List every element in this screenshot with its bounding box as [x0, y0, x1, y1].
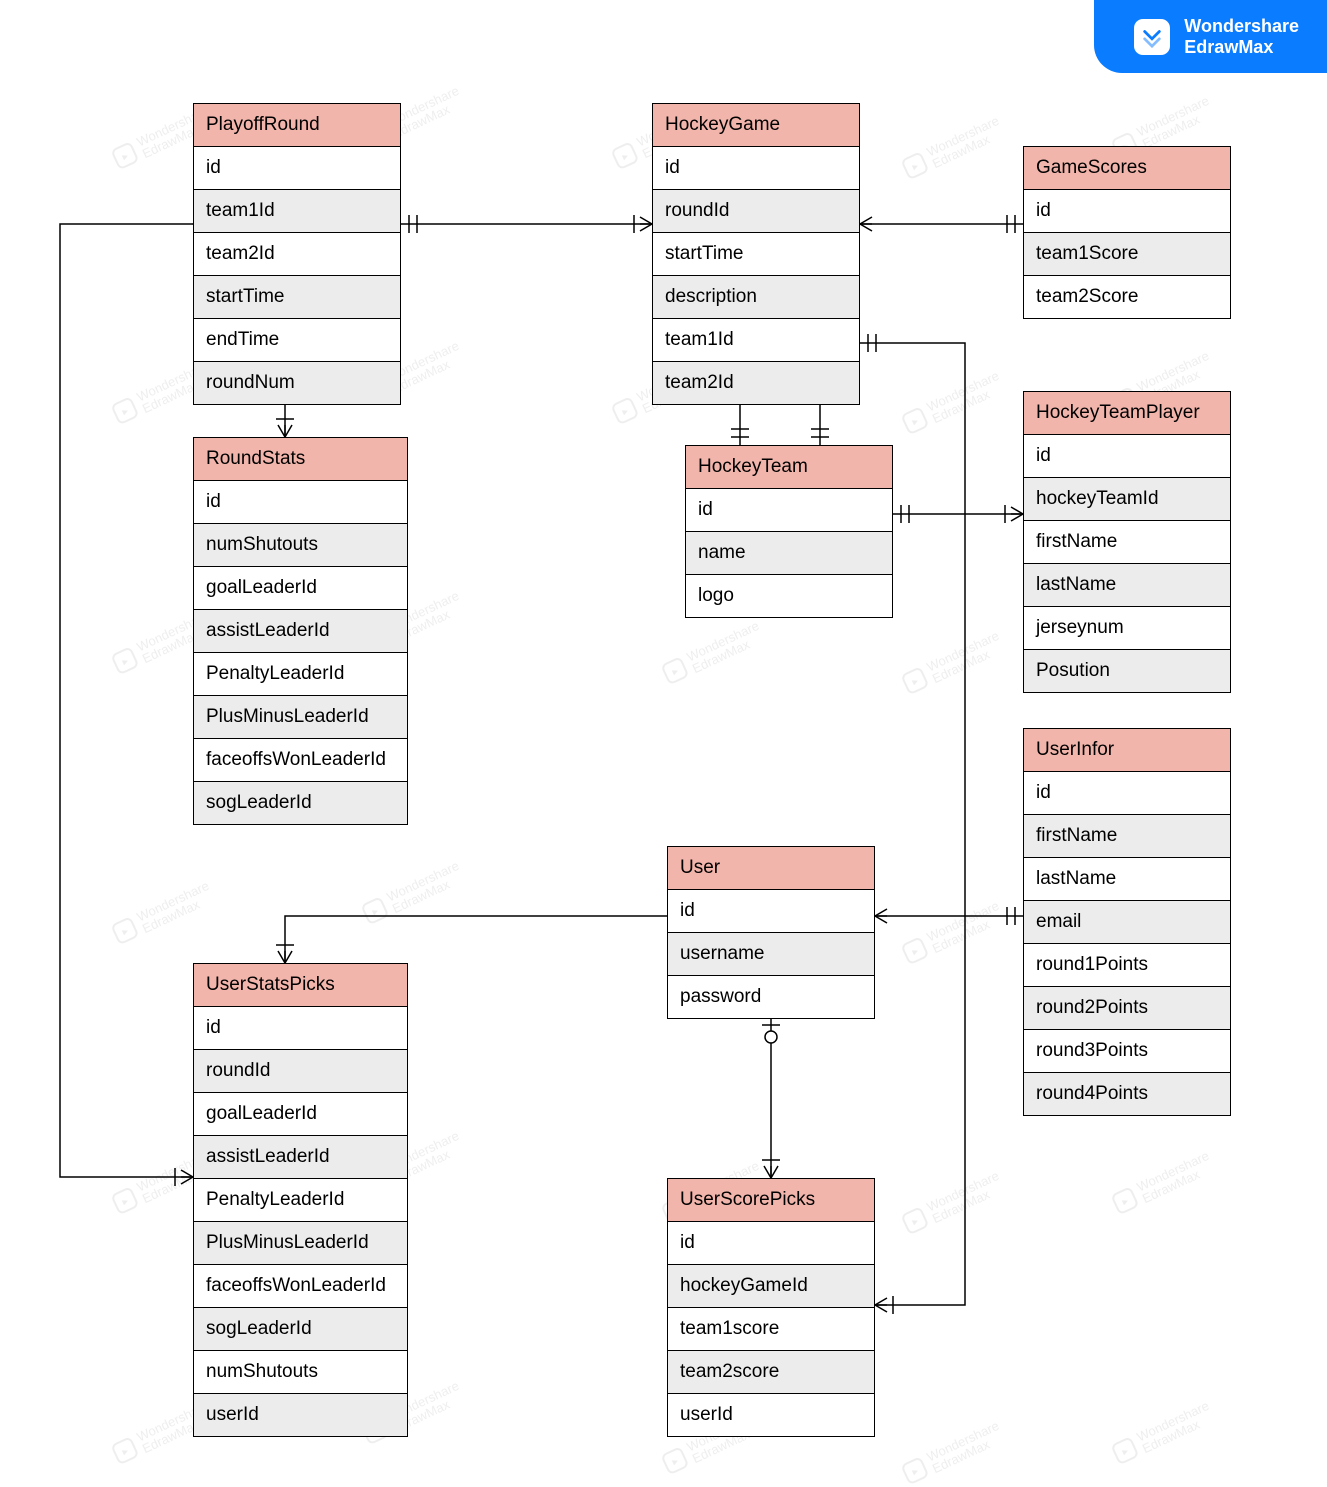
entity-hockeyGame: HockeyGameidroundIdstartTimedescriptiont…	[652, 103, 860, 405]
entity-attribute: startTime	[194, 276, 400, 319]
entity-attribute: hockeyGameId	[668, 1265, 874, 1308]
brand-text: Wondershare EdrawMax	[1184, 16, 1299, 57]
entity-attribute: logo	[686, 575, 892, 617]
entity-roundStats: RoundStatsidnumShutoutsgoalLeaderIdassis…	[193, 437, 408, 825]
entity-title: UserScorePicks	[668, 1179, 874, 1222]
entity-title: UserStatsPicks	[194, 964, 407, 1007]
entity-attribute: roundId	[194, 1050, 407, 1093]
entity-attribute: id	[668, 1222, 874, 1265]
entity-attribute: id	[1024, 435, 1230, 478]
entity-attribute: id	[1024, 772, 1230, 815]
entity-hockeyTeam: HockeyTeamidnamelogo	[685, 445, 893, 618]
entity-attribute: goalLeaderId	[194, 567, 407, 610]
entity-title: GameScores	[1024, 147, 1230, 190]
entity-attribute: roundNum	[194, 362, 400, 404]
entity-attribute: hockeyTeamId	[1024, 478, 1230, 521]
entity-attribute: team2Score	[1024, 276, 1230, 318]
entity-attribute: assistLeaderId	[194, 1136, 407, 1179]
entity-attribute: lastName	[1024, 564, 1230, 607]
entity-attribute: team1Score	[1024, 233, 1230, 276]
entity-attribute: PenaltyLeaderId	[194, 653, 407, 696]
entity-title: User	[668, 847, 874, 890]
entity-title: PlayoffRound	[194, 104, 400, 147]
entity-attribute: firstName	[1024, 815, 1230, 858]
er-diagram: PlayoffRoundidteam1Idteam2IdstartTimeend…	[0, 0, 1327, 1487]
entity-attribute: round4Points	[1024, 1073, 1230, 1115]
entity-attribute: jerseynum	[1024, 607, 1230, 650]
entity-attribute: startTime	[653, 233, 859, 276]
entity-attribute: numShutouts	[194, 524, 407, 567]
entity-attribute: numShutouts	[194, 1351, 407, 1394]
entity-attribute: sogLeaderId	[194, 1308, 407, 1351]
entity-attribute: id	[194, 147, 400, 190]
brand-badge: Wondershare EdrawMax	[1094, 0, 1327, 73]
entity-attribute: team1Id	[653, 319, 859, 362]
entity-attribute: assistLeaderId	[194, 610, 407, 653]
entity-attribute: password	[668, 976, 874, 1018]
entity-attribute: team2score	[668, 1351, 874, 1394]
entity-attribute: Posution	[1024, 650, 1230, 692]
entity-attribute: id	[653, 147, 859, 190]
entity-attribute: id	[686, 489, 892, 532]
entity-hockeyTeamPlayer: HockeyTeamPlayeridhockeyTeamIdfirstNamel…	[1023, 391, 1231, 693]
entity-attribute: round2Points	[1024, 987, 1230, 1030]
entity-user: Useridusernamepassword	[667, 846, 875, 1019]
entity-attribute: description	[653, 276, 859, 319]
entity-attribute: roundId	[653, 190, 859, 233]
entity-attribute: firstName	[1024, 521, 1230, 564]
entity-attribute: goalLeaderId	[194, 1093, 407, 1136]
entity-attribute: team2Id	[653, 362, 859, 404]
entity-attribute: PenaltyLeaderId	[194, 1179, 407, 1222]
entity-userInfor: UserInforidfirstNamelastNameemailround1P…	[1023, 728, 1231, 1116]
entity-attribute: id	[194, 1007, 407, 1050]
entity-attribute: userId	[194, 1394, 407, 1436]
entity-attribute: endTime	[194, 319, 400, 362]
entity-attribute: username	[668, 933, 874, 976]
entity-attribute: team2Id	[194, 233, 400, 276]
entity-playoffRound: PlayoffRoundidteam1Idteam2IdstartTimeend…	[193, 103, 401, 405]
entity-attribute: round3Points	[1024, 1030, 1230, 1073]
entity-attribute: email	[1024, 901, 1230, 944]
entity-attribute: lastName	[1024, 858, 1230, 901]
entity-attribute: PlusMinusLeaderId	[194, 1222, 407, 1265]
entity-attribute: team1score	[668, 1308, 874, 1351]
entity-attribute: id	[194, 481, 407, 524]
brand-icon	[1134, 19, 1170, 55]
entity-title: RoundStats	[194, 438, 407, 481]
entity-gameScores: GameScoresidteam1Scoreteam2Score	[1023, 146, 1231, 319]
entity-attribute: sogLeaderId	[194, 782, 407, 824]
entity-title: HockeyGame	[653, 104, 859, 147]
entity-userStatsPicks: UserStatsPicksidroundIdgoalLeaderIdassis…	[193, 963, 408, 1437]
entity-title: UserInfor	[1024, 729, 1230, 772]
entity-attribute: PlusMinusLeaderId	[194, 696, 407, 739]
entity-attribute: round1Points	[1024, 944, 1230, 987]
entity-title: HockeyTeam	[686, 446, 892, 489]
entity-attribute: faceoffsWonLeaderId	[194, 1265, 407, 1308]
entity-title: HockeyTeamPlayer	[1024, 392, 1230, 435]
entity-attribute: userId	[668, 1394, 874, 1436]
entity-userScorePicks: UserScorePicksidhockeyGameIdteam1scorete…	[667, 1178, 875, 1437]
entity-attribute: name	[686, 532, 892, 575]
entity-attribute: id	[668, 890, 874, 933]
entity-attribute: faceoffsWonLeaderId	[194, 739, 407, 782]
entity-attribute: id	[1024, 190, 1230, 233]
entity-attribute: team1Id	[194, 190, 400, 233]
